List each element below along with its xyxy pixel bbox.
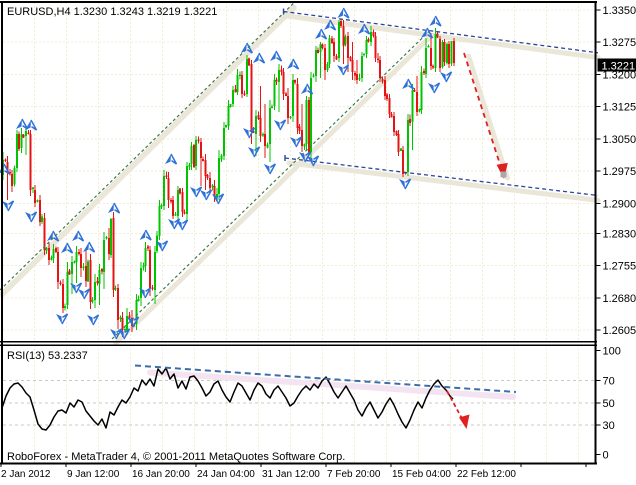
svg-text:1.3350: 1.3350 [603, 5, 636, 17]
svg-text:50: 50 [603, 398, 615, 410]
svg-text:7 Feb 20:00: 7 Feb 20:00 [327, 469, 381, 480]
svg-text:0: 0 [603, 450, 609, 462]
svg-text:RoboForex - MetaTrader 4, © 20: RoboForex - MetaTrader 4, © 2001-2011 Me… [7, 451, 345, 463]
svg-text:30: 30 [603, 420, 615, 432]
svg-text:1.2975: 1.2975 [603, 166, 636, 178]
svg-text:24 Jan 04:00: 24 Jan 04:00 [197, 469, 255, 480]
svg-text:1.3221: 1.3221 [602, 61, 636, 73]
svg-text:70: 70 [603, 376, 615, 388]
svg-text:1.2830: 1.2830 [603, 228, 636, 240]
svg-text:1.2755: 1.2755 [603, 261, 636, 273]
svg-text:9 Jan 12:00: 9 Jan 12:00 [67, 469, 120, 480]
svg-text:16 Jan 20:00: 16 Jan 20:00 [132, 469, 190, 480]
svg-text:RSI(13) 53.2337: RSI(13) 53.2337 [7, 350, 88, 362]
svg-text:1.2680: 1.2680 [603, 293, 636, 305]
svg-text:100: 100 [603, 346, 621, 358]
svg-text:2 Jan 2012: 2 Jan 2012 [1, 469, 51, 480]
svg-text:1.3275: 1.3275 [603, 37, 636, 49]
svg-text:22 Feb 12:00: 22 Feb 12:00 [457, 469, 516, 480]
svg-text:31 Jan 12:00: 31 Jan 12:00 [262, 469, 320, 480]
svg-text:1.3050: 1.3050 [603, 134, 636, 146]
svg-text:1.2900: 1.2900 [603, 198, 636, 210]
svg-text:EURUSD,H4 1.3230 1.3243 1.321: EURUSD,H4 1.3230 1.3243 1.3219 1.3221 [7, 6, 217, 18]
svg-text:1.2605: 1.2605 [603, 325, 636, 337]
svg-text:1.3125: 1.3125 [603, 102, 636, 114]
svg-text:15 Feb 04:00: 15 Feb 04:00 [392, 469, 451, 480]
